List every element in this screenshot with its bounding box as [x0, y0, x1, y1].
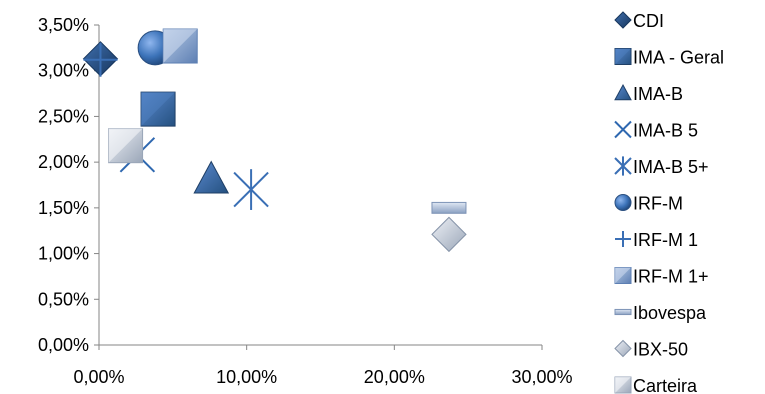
y-tick-label: 3,50%: [38, 15, 89, 35]
irf-m-1-legend-marker-icon: [614, 267, 632, 284]
axes: [98, 25, 542, 346]
y-tick-label: 0,50%: [38, 289, 89, 309]
legend-label: IRF-M 1+: [633, 267, 709, 287]
legend-label: IMA - Geral: [633, 48, 724, 68]
ima-b-legend-marker-icon: [614, 83, 632, 101]
legend-item-ima-b-5: IMA-B 5: [614, 120, 698, 141]
ima-b-5-legend-marker-icon: [614, 156, 632, 176]
y-tick-label: 2,00%: [38, 152, 89, 172]
irf-m-1-legend-marker-icon: [615, 231, 631, 247]
ibovespa-legend-marker-icon: [614, 308, 632, 316]
legend-item-irf-m-1: IRF-M 1+: [614, 267, 709, 287]
point-ibx-50: [431, 216, 467, 253]
legend-item-ibx-50: IBX-50: [614, 339, 688, 360]
x-tick-label: 30,00%: [511, 367, 572, 387]
legend-item-irf-m-1: IRF-M 1: [615, 230, 698, 250]
y-tick-label: 1,00%: [38, 244, 89, 264]
data-points: [82, 28, 467, 253]
point-ima-geral: [140, 91, 176, 127]
y-tick-label: 3,00%: [38, 61, 89, 81]
legend-label: CDI: [633, 11, 664, 31]
legend-item-carteira: Carteira: [614, 376, 698, 394]
carteira-legend-marker-icon: [614, 376, 632, 394]
point-ibovespa: [431, 201, 467, 214]
point-ima-b: [193, 160, 230, 194]
legend-label: IMA-B: [633, 84, 683, 104]
x-tick-label: 0,00%: [73, 367, 124, 387]
legend: CDI IMA - Geral IMA-B IMA-B 5 IMA-B 5+ IRF-M I…: [614, 11, 724, 394]
y-tick-label: 0,00%: [38, 335, 89, 355]
legend-label: Ibovespa: [633, 303, 707, 323]
y-tick-label: 2,50%: [38, 106, 89, 126]
x-tick-label: 10,00%: [216, 367, 277, 387]
ibx-50-legend-marker-icon: [614, 339, 632, 358]
irf-m-legend-marker-icon: [614, 194, 632, 211]
legend-item-ima-b: IMA-B: [614, 83, 683, 104]
cdi-legend-marker-icon: [614, 11, 632, 29]
tick-labels: 0,00% 0,50% 1,00% 1,50% 2,00% 2,50% 3,00% 3,50%…: [38, 15, 573, 387]
point-irf-m-1: [162, 28, 198, 64]
legend-label: IMA-B 5: [633, 121, 698, 141]
legend-label: IRF-M: [633, 194, 683, 214]
y-tick-label: 1,50%: [38, 198, 89, 218]
legend-item-ibovespa: Ibovespa: [614, 303, 707, 323]
legend-item-irf-m: IRF-M: [614, 194, 683, 214]
legend-item-cdi: CDI: [614, 11, 664, 31]
ima-b-5-legend-marker-icon: [614, 120, 632, 139]
point-ima-b-5: [233, 169, 269, 210]
legend-label: IMA-B 5+: [633, 157, 709, 177]
x-tick-label: 20,00%: [364, 367, 425, 387]
legend-label: IBX-50: [633, 340, 688, 360]
point-carteira: [108, 128, 144, 164]
legend-label: IRF-M 1: [633, 230, 698, 250]
ima-geral-legend-marker-icon: [614, 48, 632, 65]
legend-item-ima-b-5: IMA-B 5+: [614, 156, 709, 177]
point-irf-m-1: [83, 42, 118, 77]
legend-label: Carteira: [633, 376, 698, 394]
legend-item-ima-geral: IMA - Geral: [614, 48, 724, 68]
